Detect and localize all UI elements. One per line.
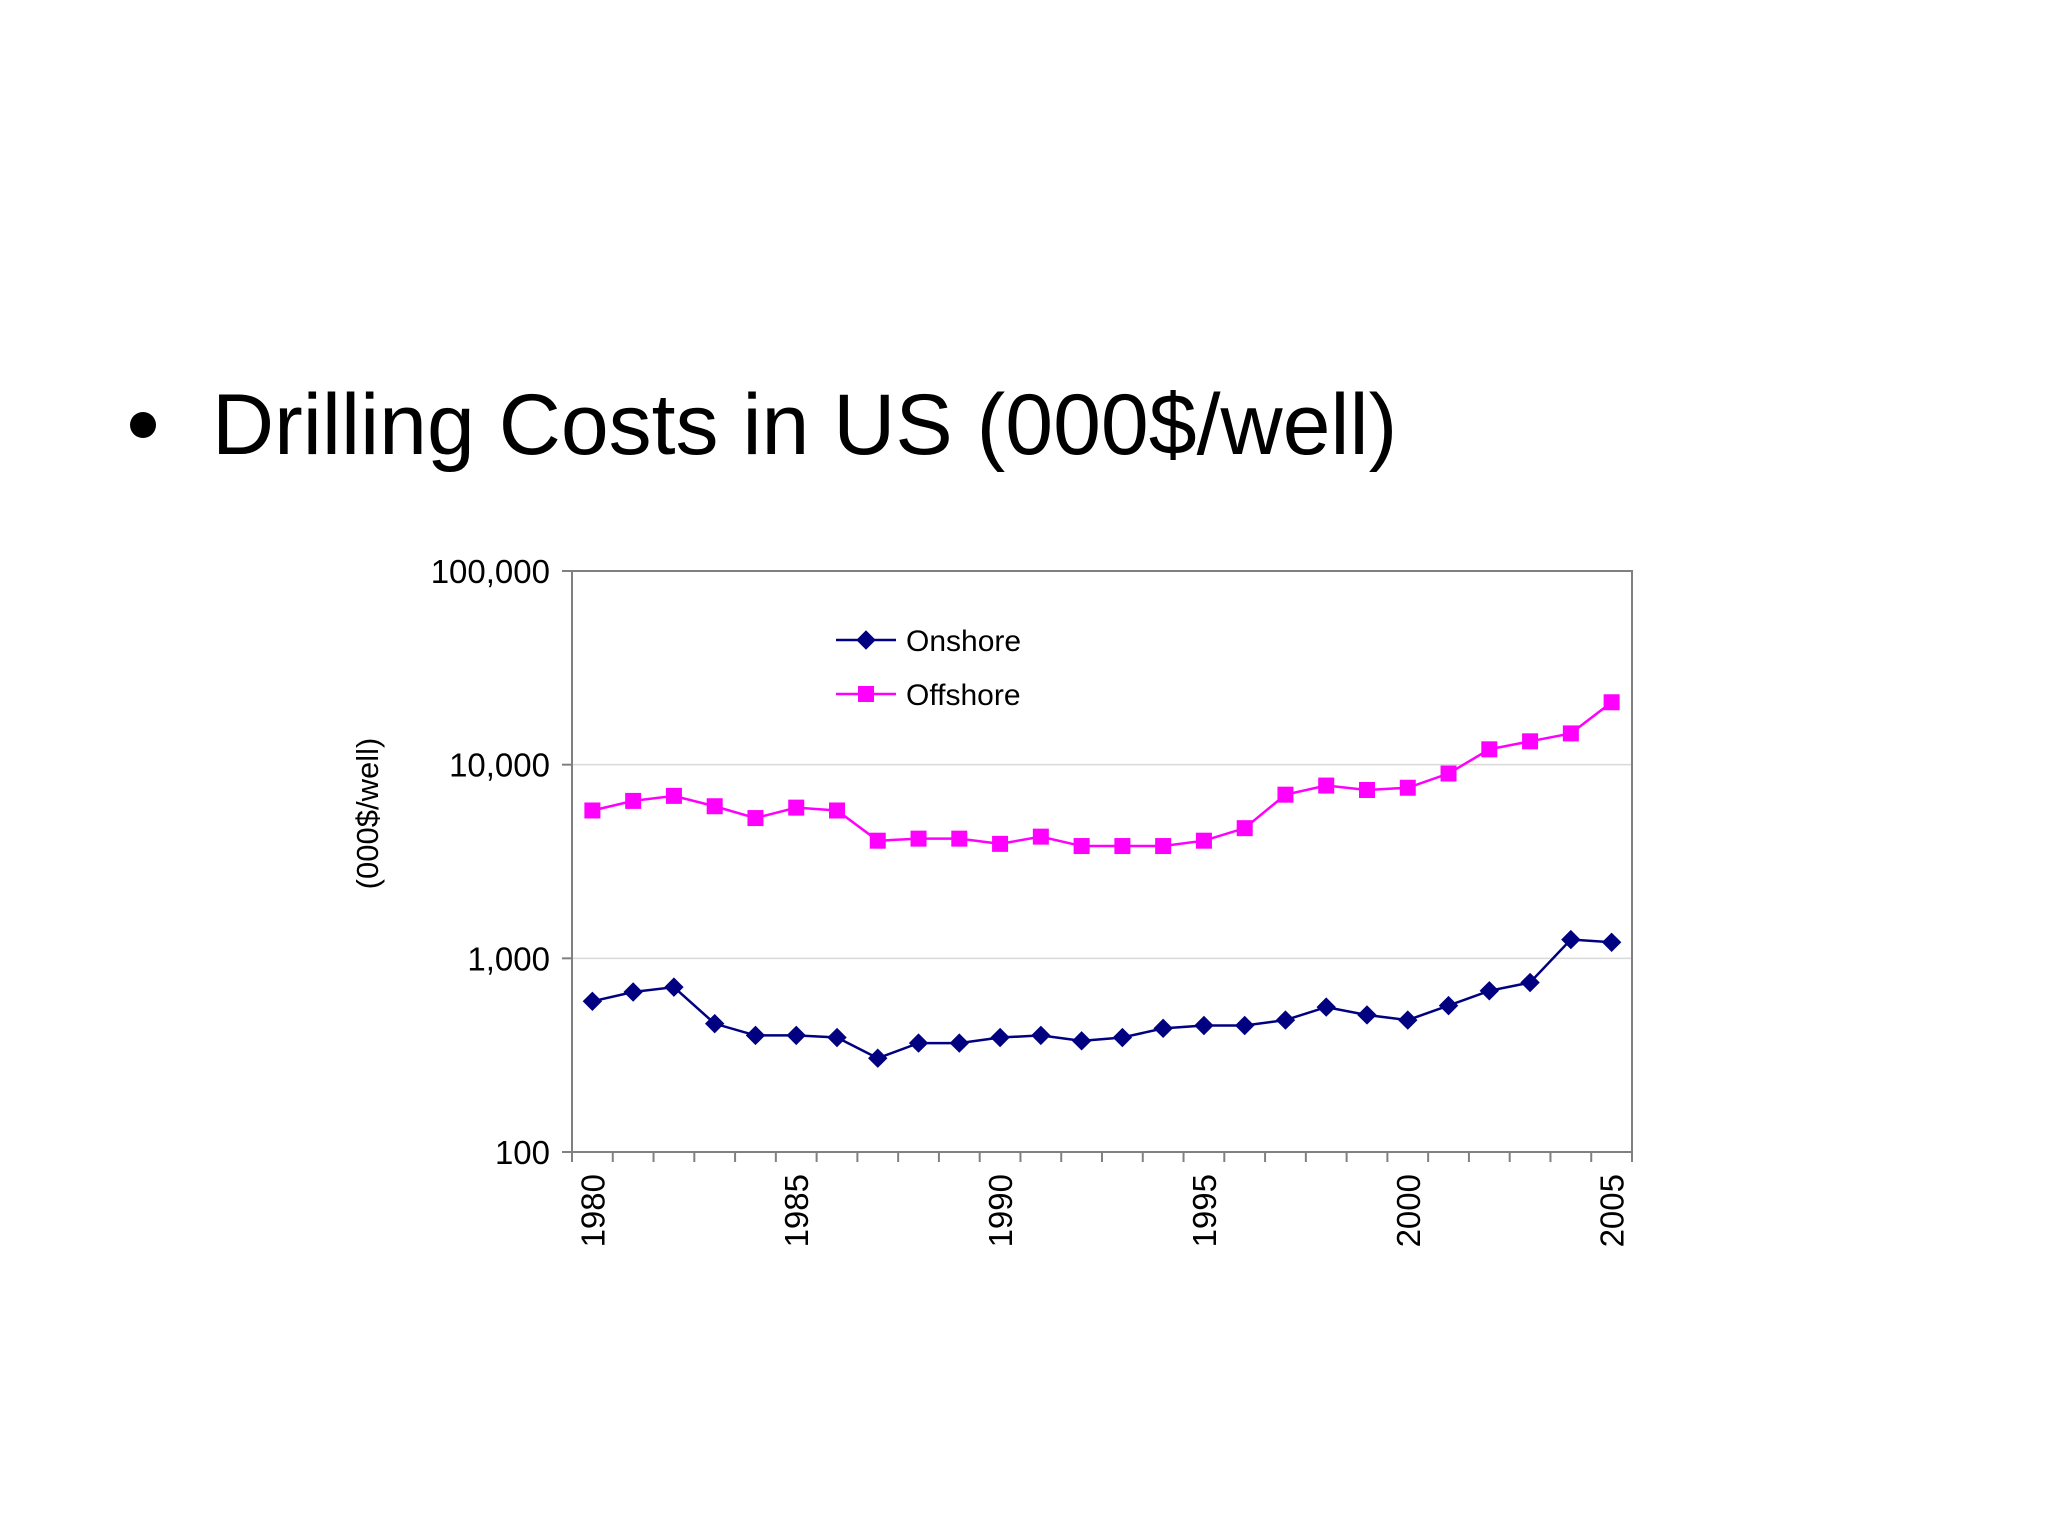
y-axis-title: (000$/well)	[350, 738, 385, 890]
point-onshore-2004	[1561, 929, 1581, 950]
x-tick-label-1995: 1995	[1186, 1174, 1223, 1247]
point-onshore-1989	[949, 1033, 970, 1053]
point-offshore-1990	[992, 835, 1009, 852]
point-offshore-2001	[1440, 765, 1457, 782]
point-onshore-1993	[1112, 1027, 1133, 1048]
point-offshore-1998	[1318, 777, 1335, 794]
point-offshore-1981	[625, 792, 642, 809]
point-onshore-1997	[1275, 1010, 1296, 1030]
point-offshore-1984	[747, 810, 764, 827]
x-tick-label-1980: 1980	[574, 1174, 611, 1247]
point-onshore-2005	[1601, 932, 1622, 953]
legend-marker-onshore	[856, 630, 876, 650]
chart-gridlines	[572, 763, 1632, 960]
point-offshore-1987	[869, 832, 886, 849]
point-offshore-1985	[788, 799, 805, 816]
point-onshore-1991	[1031, 1025, 1051, 1046]
point-offshore-2004	[1562, 725, 1579, 742]
point-offshore-1992	[1073, 838, 1090, 855]
point-onshore-2001	[1438, 995, 1459, 1016]
point-offshore-1980	[584, 802, 601, 819]
point-offshore-1993	[1114, 838, 1131, 855]
series-onshore	[582, 929, 1622, 1068]
x-axis: 1980 1985 1990 1995 2000 2005	[571, 1152, 1633, 1247]
plot-area-frame	[571, 570, 1633, 1153]
point-onshore-1985	[786, 1025, 806, 1046]
legend-item-offshore: Offshore	[836, 679, 1021, 712]
y-axis: 100 1,000 10,000 100,000	[431, 553, 572, 1171]
point-offshore-2002	[1481, 741, 1498, 758]
point-offshore-1996	[1236, 820, 1253, 837]
point-onshore-1992	[1071, 1031, 1092, 1051]
slide-bullet: Drilling Costs in US (000$/well)	[120, 370, 1397, 480]
point-onshore-2003	[1520, 972, 1540, 993]
point-onshore-1998	[1316, 997, 1336, 1017]
point-offshore-1994	[1155, 838, 1172, 855]
point-onshore-2000	[1398, 1010, 1418, 1030]
legend-marker-offshore	[858, 686, 874, 702]
series-line-offshore	[592, 701, 1613, 848]
point-onshore-1994	[1153, 1018, 1173, 1039]
point-onshore-2002	[1479, 981, 1500, 1001]
chart-series	[582, 694, 1622, 1068]
x-tick-label-2000: 2000	[1390, 1174, 1427, 1247]
point-offshore-1983	[706, 798, 723, 815]
series-line-onshore	[592, 938, 1612, 1060]
x-tick-label-1990: 1990	[982, 1174, 1019, 1247]
point-offshore-2005	[1603, 694, 1620, 711]
point-onshore-1984	[745, 1025, 766, 1046]
point-offshore-2003	[1522, 733, 1539, 750]
point-onshore-1983	[704, 1013, 725, 1034]
point-offshore-1997	[1277, 786, 1294, 803]
y-tick-label-2: 10,000	[449, 747, 550, 784]
point-onshore-1980	[582, 991, 603, 1012]
point-onshore-1986	[827, 1027, 847, 1048]
point-offshore-1988	[910, 830, 927, 847]
point-onshore-1996	[1234, 1015, 1255, 1036]
legend-item-onshore: Onshore	[836, 625, 1021, 658]
point-offshore-2000	[1399, 779, 1416, 796]
point-onshore-1987	[868, 1048, 888, 1068]
point-offshore-1989	[951, 830, 968, 847]
point-offshore-1982	[665, 787, 682, 804]
point-onshore-1990	[990, 1027, 1010, 1048]
point-onshore-1995	[1194, 1015, 1214, 1036]
point-onshore-1981	[623, 982, 643, 1002]
point-offshore-1991	[1032, 828, 1049, 845]
y-tick-label-0: 100	[495, 1134, 550, 1171]
y-tick-label-3: 100,000	[431, 553, 550, 590]
point-onshore-1999	[1357, 1005, 1377, 1025]
bullet-dot-icon	[130, 412, 156, 438]
point-offshore-1999	[1359, 781, 1375, 798]
chart-legend: Onshore Offshore	[836, 625, 1021, 712]
y-tick-label-1: 1,000	[467, 940, 550, 977]
x-tick-label-1985: 1985	[778, 1174, 815, 1247]
x-tick-label-2005: 2005	[1594, 1174, 1631, 1247]
legend-label-offshore: Offshore	[906, 679, 1021, 712]
series-offshore	[584, 694, 1620, 855]
slide-bullet-text: Drilling Costs in US (000$/well)	[212, 376, 1398, 473]
point-onshore-1982	[664, 977, 684, 997]
point-offshore-1995	[1195, 832, 1212, 849]
point-onshore-1988	[908, 1033, 929, 1053]
point-offshore-1986	[829, 802, 845, 819]
legend-label-onshore: Onshore	[906, 625, 1021, 658]
